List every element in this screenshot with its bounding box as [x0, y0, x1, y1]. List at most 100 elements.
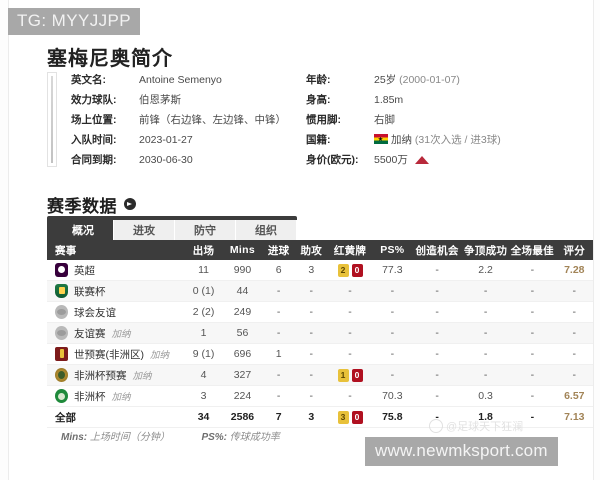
cell-pass-success: -	[372, 301, 413, 323]
cell-assists: -	[294, 322, 328, 344]
field-market-value: 身价(欧元): 5500万	[306, 152, 581, 169]
col-competition[interactable]: 赛事	[47, 240, 185, 260]
field-label: 身价(欧元):	[306, 154, 359, 166]
field-position: 场上位置: 前锋（右边锋、左边锋、中锋）	[71, 112, 306, 129]
lc-competition-icon	[55, 284, 68, 298]
table-row: 联赛杯 0 (1) 44- - - - - - - -	[47, 280, 593, 302]
table-row: 非洲杯 加纳 3 224- - -70.3-0.3-6.57	[47, 385, 593, 407]
cell-competition[interactable]: 友谊赛 加纳	[47, 322, 185, 344]
cell-goals: -	[262, 364, 295, 386]
cell-appearances: 9 (1)	[184, 343, 223, 365]
competition-nation: 加纳	[132, 371, 152, 382]
play-circle-icon[interactable]	[124, 198, 136, 210]
cell-competition[interactable]: 非洲杯 加纳	[47, 385, 185, 407]
cell-goals: -	[262, 280, 295, 302]
col-minutes[interactable]: Mins	[222, 240, 263, 260]
cell-chances-created: -	[412, 322, 463, 344]
cell-pass-success: -	[372, 364, 413, 386]
field-label: 国籍:	[306, 134, 331, 146]
field-height: 身高: 1.85m	[306, 92, 581, 109]
col-aerials-won[interactable]: 争顶成功	[462, 240, 510, 260]
ghana-flag-icon	[374, 134, 388, 144]
cell-goals: -	[262, 322, 295, 344]
profile-fields: 英文名: Antoine Semenyo 效力球队: 伯恩茅斯 场上位置: 前锋…	[57, 72, 581, 172]
field-label: 合同到期:	[71, 154, 117, 166]
competition-nation: 加纳	[150, 350, 170, 361]
cell-man-of-match: -	[509, 260, 556, 281]
col-rating[interactable]: 评分	[555, 240, 593, 260]
col-chances-created[interactable]: 创造机会	[412, 240, 463, 260]
cell-assists: -	[294, 301, 328, 323]
afq-competition-icon	[55, 368, 68, 382]
tab-attack[interactable]: 进攻	[114, 220, 175, 242]
value-up-arrow-icon	[414, 156, 429, 164]
season-stats-table: 赛事 出场 Mins 进球 助攻 红黄牌 PS% 创造机会 争顶成功 全场最佳 …	[47, 240, 593, 428]
red-card-badge: 0	[351, 410, 363, 424]
cell-appearances: 11	[184, 260, 223, 281]
cell-rating: -	[555, 280, 593, 302]
cell-competition[interactable]: 非洲杯预赛 加纳	[47, 364, 185, 386]
table-row: 球会友谊 2 (2) 249- - - - - - - -	[47, 301, 593, 323]
stats-tabs: 概况 进攻 防守 组织	[47, 216, 297, 242]
competition-name: 联赛杯	[74, 285, 106, 298]
cell-chances-created: -	[412, 280, 463, 302]
cell-goals: 7	[262, 406, 295, 428]
cell-assists: -	[294, 385, 328, 407]
tab-organisation[interactable]: 组织	[236, 220, 297, 242]
table-header-row: 赛事 出场 Mins 进球 助攻 红黄牌 PS% 创造机会 争顶成功 全场最佳 …	[47, 240, 593, 260]
field-value: 25岁 (2000-01-07)	[374, 74, 460, 86]
table-row: 英超 11 990 6 3 2 0 77.3-2.2-7.28	[47, 260, 593, 281]
tab-overview[interactable]: 概况	[53, 220, 114, 242]
field-value: 2030-06-30	[139, 154, 193, 166]
col-goals[interactable]: 进球	[262, 240, 295, 260]
red-card-badge: 0	[351, 368, 363, 382]
table-row: 友谊赛 加纳 1 56- - - - - - - -	[47, 322, 593, 344]
col-cards[interactable]: 红黄牌	[327, 240, 373, 260]
cell-pass-success: -	[372, 280, 413, 302]
field-value: 5500万	[368, 152, 429, 169]
cell-goals: -	[262, 385, 295, 407]
cell-assists: -	[294, 343, 328, 365]
pl-competition-icon	[55, 263, 68, 277]
col-man-of-match[interactable]: 全场最佳	[509, 240, 556, 260]
cell-chances-created: -	[412, 260, 463, 281]
cell-goals: -	[262, 301, 295, 323]
footnote-ps-label: PS%:	[201, 432, 228, 443]
cell-aerials-won: -	[462, 280, 510, 302]
cell-rating: -	[555, 322, 593, 344]
field-club: 效力球队: 伯恩茅斯	[71, 92, 306, 109]
col-assists[interactable]: 助攻	[294, 240, 328, 260]
field-label: 场上位置:	[71, 114, 117, 126]
cell-competition[interactable]: 球会友谊	[47, 301, 185, 323]
cell-competition[interactable]: 联赛杯	[47, 280, 185, 302]
field-value: 前锋（右边锋、左边锋、中锋）	[139, 114, 286, 126]
field-preferred-foot: 惯用脚: 右脚	[306, 112, 581, 129]
cell-cards: -	[327, 343, 373, 365]
cell-competition[interactable]: 全部	[47, 406, 185, 428]
field-value: 伯恩茅斯	[139, 94, 181, 106]
cell-appearances: 2 (2)	[184, 301, 223, 323]
cell-competition[interactable]: 世预赛(非洲区) 加纳	[47, 343, 185, 365]
table-total-row: 全部 34 2586 7 3 3 0 75.8-1.8-7.13	[47, 406, 593, 428]
cell-minutes: 2586	[222, 406, 263, 428]
player-profile: 英文名: Antoine Semenyo 效力球队: 伯恩茅斯 场上位置: 前锋…	[47, 72, 581, 172]
cell-aerials-won: 2.2	[462, 260, 510, 281]
tab-defence[interactable]: 防守	[175, 220, 236, 242]
player-photo-frame	[47, 72, 57, 167]
cell-assists: 3	[294, 406, 328, 428]
col-appearances[interactable]: 出场	[184, 240, 223, 260]
field-value: 右脚	[374, 114, 395, 126]
cell-rating: -	[555, 343, 593, 365]
cell-rating: 7.28	[555, 260, 593, 281]
cell-pass-success: 75.8	[372, 406, 413, 428]
cell-assists: -	[294, 364, 328, 386]
cell-cards: -	[327, 385, 373, 407]
cell-assists: -	[294, 280, 328, 302]
profile-right-column: 年龄: 25岁 (2000-01-07) 身高: 1.85m 惯用脚: 右脚 国…	[306, 72, 581, 172]
cell-competition[interactable]: 英超	[47, 260, 185, 281]
col-pass-success[interactable]: PS%	[372, 240, 413, 260]
cell-aerials-won: -	[462, 301, 510, 323]
field-english-name: 英文名: Antoine Semenyo	[71, 72, 306, 89]
cell-aerials-won: -	[462, 343, 510, 365]
